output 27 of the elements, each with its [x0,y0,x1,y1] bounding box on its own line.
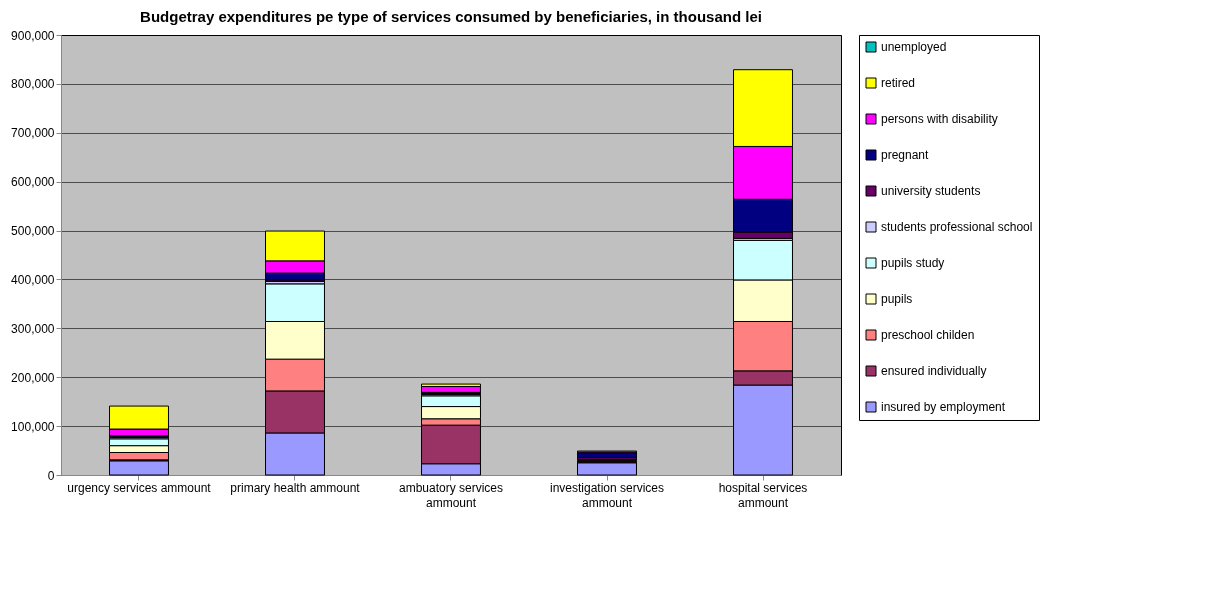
y-tick-label: 500,000 [11,224,55,239]
legend-label: retired [881,76,916,90]
y-tick-label: 300,000 [11,321,55,336]
x-tick-label: investigation services ammount [549,480,665,510]
y-tick-label: 700,000 [11,126,55,141]
legend-label: university students [881,184,981,198]
legend-label: pupils [881,292,913,306]
x-tick-label: ambuatory services ammount [398,480,504,510]
legend-label: ensured individually [881,364,987,378]
x-tick-label: hospital services ammount [718,480,808,510]
legend-label: unemployed [881,40,947,54]
chart-title: Budgetray expenditures pe type of services consumed by beneficiaries, in thousand lei [140,8,762,25]
y-tick-label: 200,000 [11,370,55,385]
y-tick-label: 800,000 [11,77,55,92]
legend-label: preschool childen [881,328,975,342]
legend-label: students professional school [881,220,1033,234]
legend-label: insured by employment [881,400,1006,414]
x-tick-label: primary health ammount [230,480,361,495]
legend-label: pregnant [881,148,930,162]
y-tick-label: 900,000 [11,28,55,43]
y-tick-label: 400,000 [11,272,55,287]
y-tick-label: 600,000 [11,175,55,190]
y-tick-label: 0 [47,468,55,483]
legend-label: persons with disability [881,112,998,126]
y-tick-label: 100,000 [11,419,55,434]
legend-label: pupils study [881,256,945,270]
x-tick-label: urgency services ammount [67,480,212,495]
